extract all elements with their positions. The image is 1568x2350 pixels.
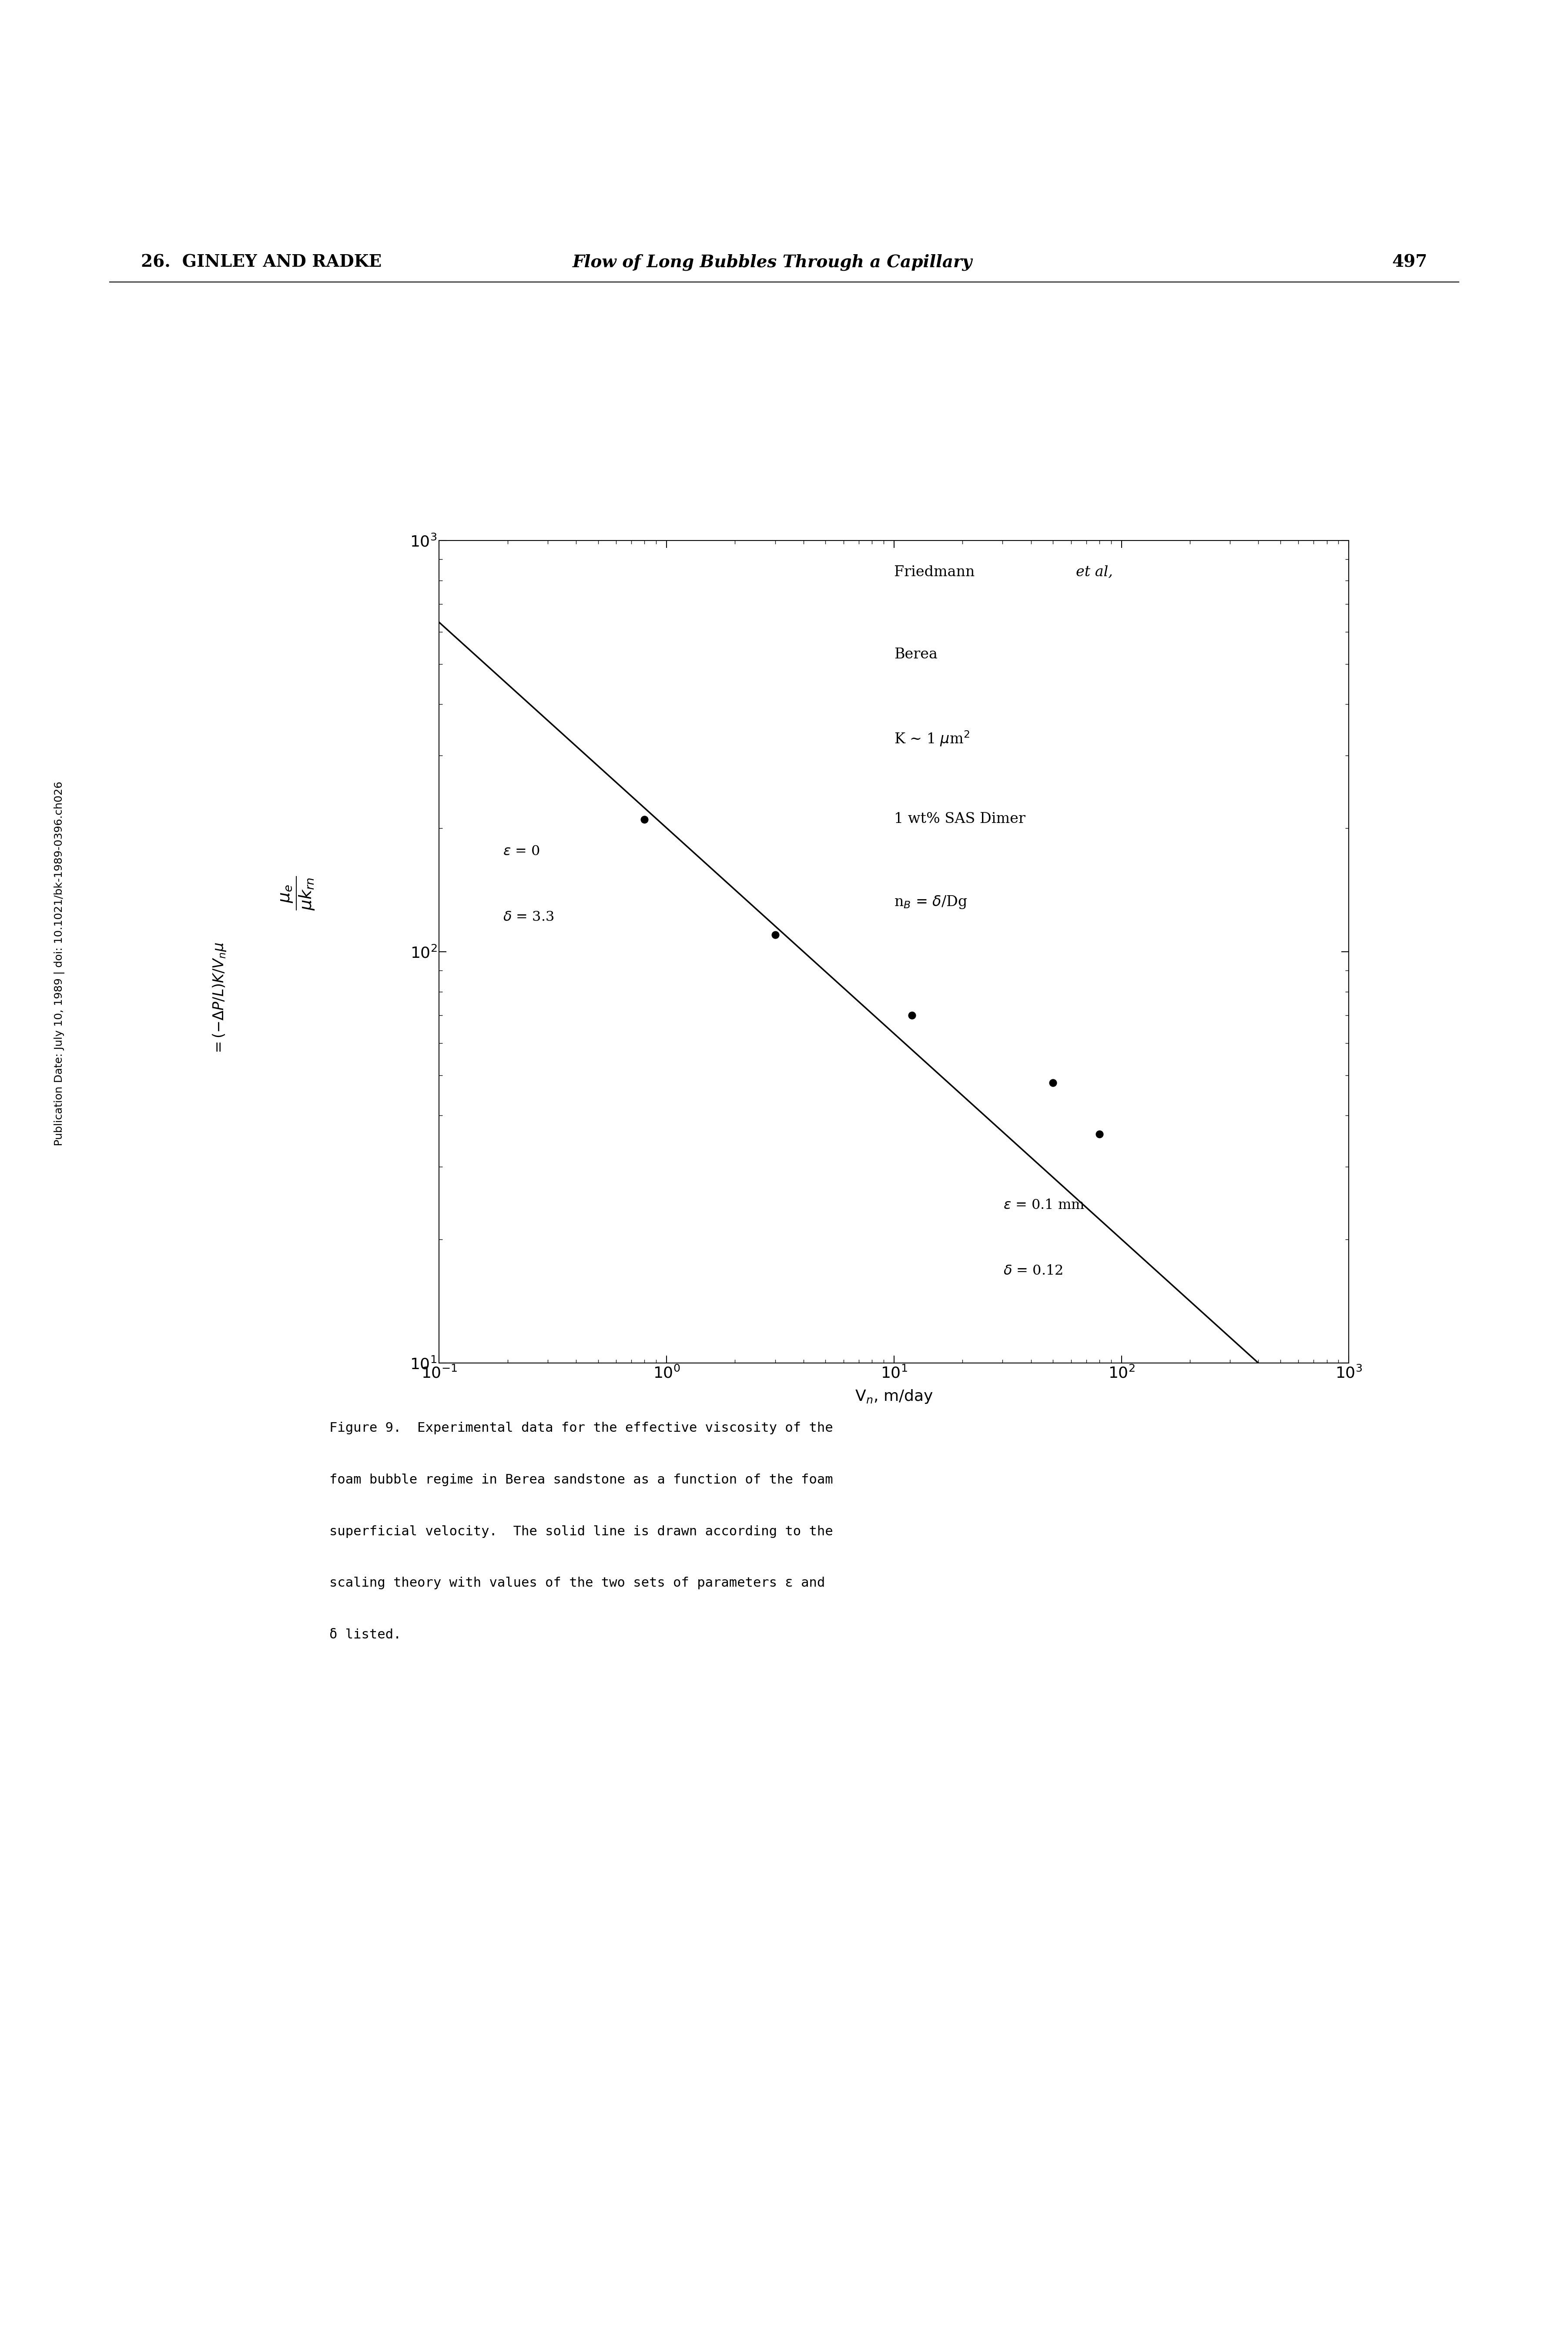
Text: Friedmann: Friedmann [894,566,978,578]
Text: $= (-\Delta P/L)K/V_n\mu$: $= (-\Delta P/L)K/V_n\mu$ [212,942,227,1055]
Text: K ~ 1 $\mu$m$^2$: K ~ 1 $\mu$m$^2$ [894,728,969,747]
Text: Berea: Berea [894,646,938,660]
Text: n$_B$ = $\delta$/Dg: n$_B$ = $\delta$/Dg [894,893,967,909]
Text: 1 wt% SAS Dimer: 1 wt% SAS Dimer [894,813,1025,825]
Text: foam bubble regime in Berea sandstone as a function of the foam: foam bubble regime in Berea sandstone as… [329,1473,833,1485]
Text: $\epsilon$ = 0: $\epsilon$ = 0 [503,846,539,858]
Text: Figure 9.  Experimental data for the effective viscosity of the: Figure 9. Experimental data for the effe… [329,1422,833,1434]
Text: $\epsilon$ = 0.1 mm: $\epsilon$ = 0.1 mm [1004,1198,1085,1213]
Text: 26.  GINLEY AND RADKE: 26. GINLEY AND RADKE [141,254,381,270]
Text: $\delta$ = 0.12: $\delta$ = 0.12 [1004,1264,1063,1278]
Text: Flow of Long Bubbles Through a Capillary: Flow of Long Bubbles Through a Capillary [572,254,972,270]
Text: $\dfrac{\mu_e}{\mu k_{rn}}$: $\dfrac{\mu_e}{\mu k_{rn}}$ [279,877,317,909]
Text: $\delta$ = 3.3: $\delta$ = 3.3 [503,912,554,924]
Text: 497: 497 [1391,254,1427,270]
Text: et al,: et al, [1076,566,1113,578]
Text: δ listed.: δ listed. [329,1629,401,1640]
X-axis label: V$_n$, m/day: V$_n$, m/day [855,1389,933,1405]
Text: scaling theory with values of the two sets of parameters ε and: scaling theory with values of the two se… [329,1577,825,1589]
Text: superficial velocity.  The solid line is drawn according to the: superficial velocity. The solid line is … [329,1525,833,1537]
Text: Publication Date: July 10, 1989 | doi: 10.1021/bk-1989-0396.ch026: Publication Date: July 10, 1989 | doi: 1… [55,780,64,1147]
